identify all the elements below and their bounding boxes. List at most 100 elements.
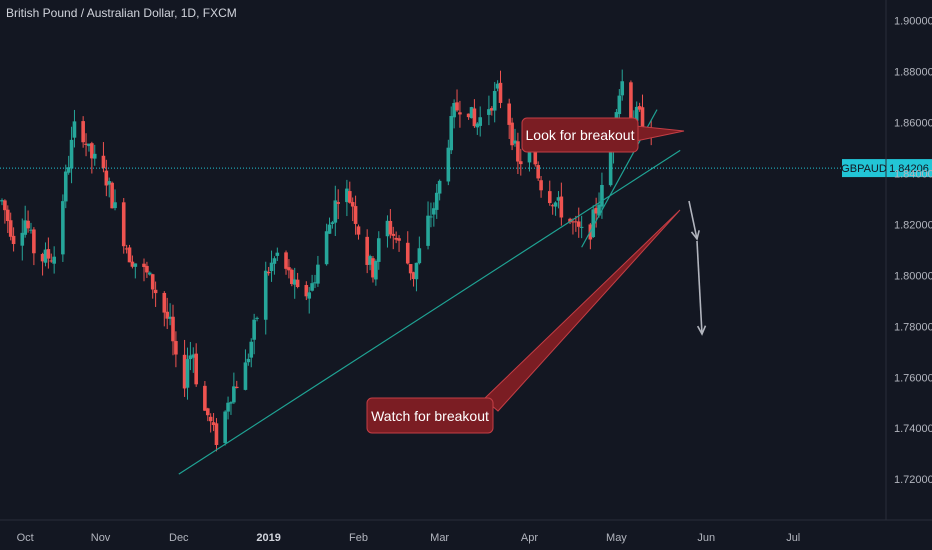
candle-body	[246, 358, 251, 363]
candle-body	[594, 207, 598, 214]
candle-body	[411, 272, 416, 279]
candle-body	[290, 269, 294, 285]
candle-body	[492, 90, 497, 111]
candle-body	[182, 354, 187, 389]
candle-body	[347, 191, 352, 203]
candle-body	[333, 200, 338, 223]
watch-callout-box[interactable]	[366, 397, 494, 434]
candle-body	[617, 95, 622, 115]
candle-body	[469, 107, 474, 119]
candle-body	[417, 248, 422, 264]
candle-body	[556, 197, 561, 201]
candle-body	[437, 180, 442, 194]
candle-body	[374, 260, 378, 280]
candle-body	[107, 181, 112, 185]
candle-body	[130, 261, 135, 267]
y-tick-label: 1.74000	[894, 423, 932, 435]
watch-callout-pointer	[483, 209, 681, 412]
candle-body	[26, 220, 30, 229]
candle-body	[52, 256, 56, 264]
look-callout-box[interactable]	[521, 117, 639, 153]
candle-body	[72, 121, 77, 138]
y-tick-label: 1.76000	[894, 372, 932, 384]
candle-body	[576, 221, 581, 227]
candle-body	[608, 152, 613, 186]
x-tick-label: Oct	[17, 532, 34, 544]
look-callout-pointer	[635, 125, 685, 142]
candle-body	[214, 423, 219, 445]
candle-body	[40, 254, 45, 262]
x-tick-label: Nov	[91, 532, 111, 544]
annotations-group: Look for breakout Watch for breakout	[366, 117, 707, 434]
candle-body	[550, 205, 555, 207]
candle-body	[284, 252, 288, 269]
trendline[interactable]	[178, 149, 681, 475]
price-tag-text: 1.84206	[889, 163, 929, 175]
candle-body	[429, 216, 433, 218]
candle-body	[640, 107, 645, 129]
candle-body	[104, 170, 109, 186]
candle-body	[368, 256, 372, 265]
candle-body	[376, 238, 381, 262]
candle-body	[49, 260, 54, 262]
candle-body	[84, 143, 88, 145]
y-tick-label: 1.88000	[894, 66, 932, 78]
symbol-tag-text: GBPAUD	[841, 163, 887, 175]
candle-body	[162, 292, 167, 313]
y-axis[interactable]: 1.90000 1.88000 1.86000 1.84000 1.82000 1.800…	[894, 15, 932, 486]
symbol-tag	[842, 159, 886, 178]
candle-body	[553, 202, 558, 207]
candle-body	[171, 316, 175, 342]
candle-body	[81, 121, 85, 143]
candle-body	[620, 81, 625, 96]
candle-body	[11, 235, 16, 245]
candle-body	[101, 155, 106, 169]
candle-body	[249, 341, 254, 358]
candle-body	[313, 282, 317, 284]
candle-body	[356, 226, 361, 235]
candle-body	[432, 208, 436, 215]
candle-body	[568, 218, 572, 223]
candle-body	[43, 249, 48, 263]
x-axis[interactable]: Oct Nov Dec 2019 Feb Mar Apr May Jun Jul	[17, 532, 801, 544]
candle-body	[490, 108, 494, 111]
candle-body	[539, 180, 543, 191]
candle-body	[208, 416, 213, 422]
candle-body	[510, 122, 514, 146]
candle-body	[23, 220, 27, 235]
candle-body	[478, 117, 483, 126]
candle-body	[234, 386, 239, 388]
candle-body	[345, 188, 349, 203]
candle-body	[69, 139, 74, 169]
candle-body	[3, 200, 7, 211]
y-tick-label: 1.82000	[894, 219, 932, 231]
candle-body	[292, 279, 297, 285]
candle-body	[269, 262, 274, 272]
y-tick-label: 1.72000	[894, 474, 932, 486]
candle-body	[513, 140, 517, 144]
candle-body	[466, 113, 471, 118]
candle-body	[634, 106, 639, 121]
candle-body	[498, 82, 503, 103]
candle-body	[223, 411, 227, 443]
x-tick-label: Jun	[697, 532, 715, 544]
candle-body	[229, 402, 233, 404]
forecast-arrow-icon	[688, 200, 700, 241]
candle-body	[600, 184, 604, 207]
y-tick-label: 1.90000	[894, 15, 932, 27]
candle-body	[495, 83, 500, 89]
candle-body	[458, 112, 462, 115]
candle-body	[507, 103, 511, 125]
candle-body	[46, 249, 51, 259]
candle-body	[121, 202, 126, 247]
y-tick-label: 1.80000	[894, 270, 932, 282]
candle-body	[365, 236, 369, 265]
candle-body	[185, 359, 190, 388]
candle-body	[142, 263, 146, 268]
x-tick-label: Jul	[786, 532, 800, 544]
candle-body	[637, 106, 642, 110]
candle-body	[324, 231, 329, 265]
candle-body	[32, 229, 36, 254]
candle-body	[113, 202, 117, 209]
